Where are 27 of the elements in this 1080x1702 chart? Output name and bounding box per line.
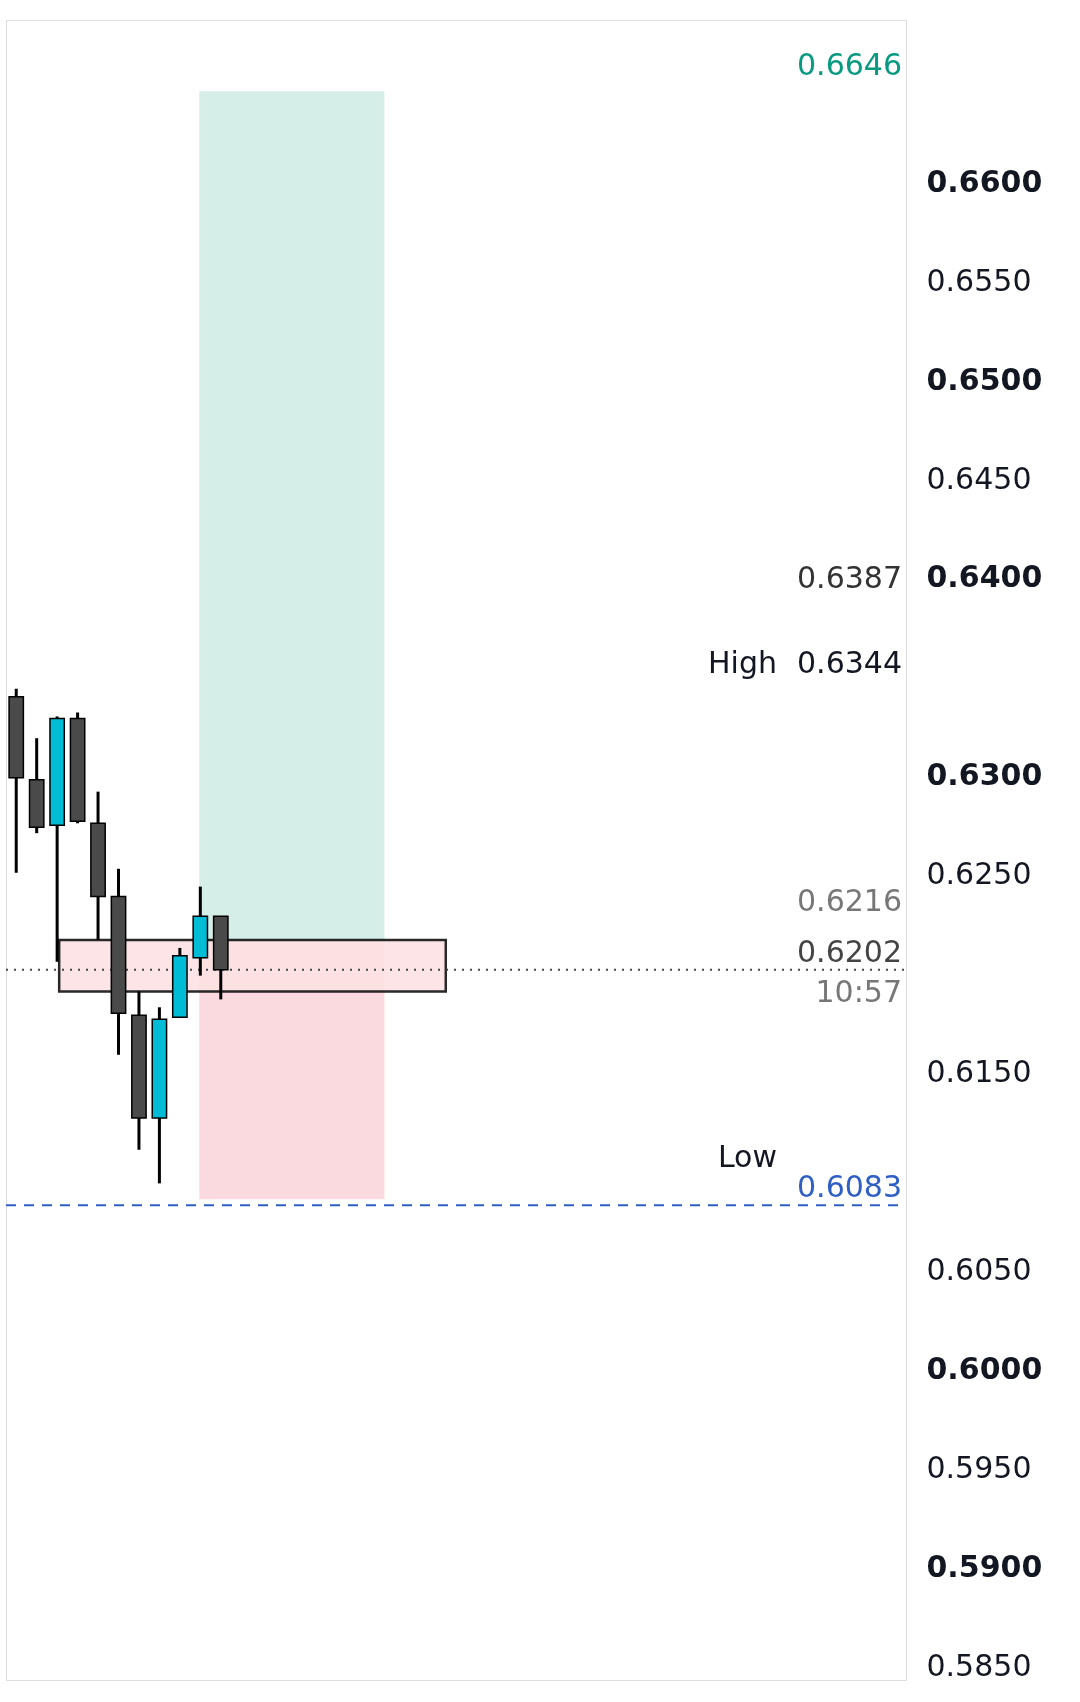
y-tick-label: 0.6500	[926, 361, 1043, 397]
candlestick	[90, 791, 106, 941]
y-tick-label: 0.6450	[926, 460, 1032, 496]
ref-line-label: 0.6202	[797, 933, 902, 969]
annotation: 0.6646	[797, 47, 902, 83]
annotation: High	[708, 644, 777, 680]
y-tick-label: 0.6300	[926, 757, 1043, 793]
ref-line-label: 0.6083	[797, 1169, 902, 1205]
y-tick-label: 0.6050	[926, 1251, 1032, 1287]
y-tick-label: 0.5850	[926, 1647, 1032, 1683]
annotation: 0.6344	[797, 644, 902, 680]
annotation: 0.6216	[797, 883, 902, 918]
candlestick	[49, 716, 66, 962]
annotation: 10:57	[815, 973, 902, 1009]
candlestick	[192, 886, 209, 976]
y-tick-label: 0.6000	[926, 1350, 1043, 1386]
y-tick-label: 0.6600	[926, 163, 1043, 199]
candlestick	[131, 991, 147, 1150]
y-tick-label: 0.6250	[926, 856, 1032, 892]
y-tick-label: 0.5900	[926, 1548, 1043, 1584]
y-tick-label: 0.6550	[926, 262, 1032, 298]
y-tick-label: 0.5950	[926, 1449, 1032, 1485]
annotation: 0.6387	[797, 559, 902, 595]
candlestick	[151, 1007, 168, 1184]
y-tick-label: 0.6400	[926, 559, 1043, 595]
annotation: Low	[717, 1139, 777, 1175]
y-tick-label: 0.6150	[926, 1054, 1032, 1090]
